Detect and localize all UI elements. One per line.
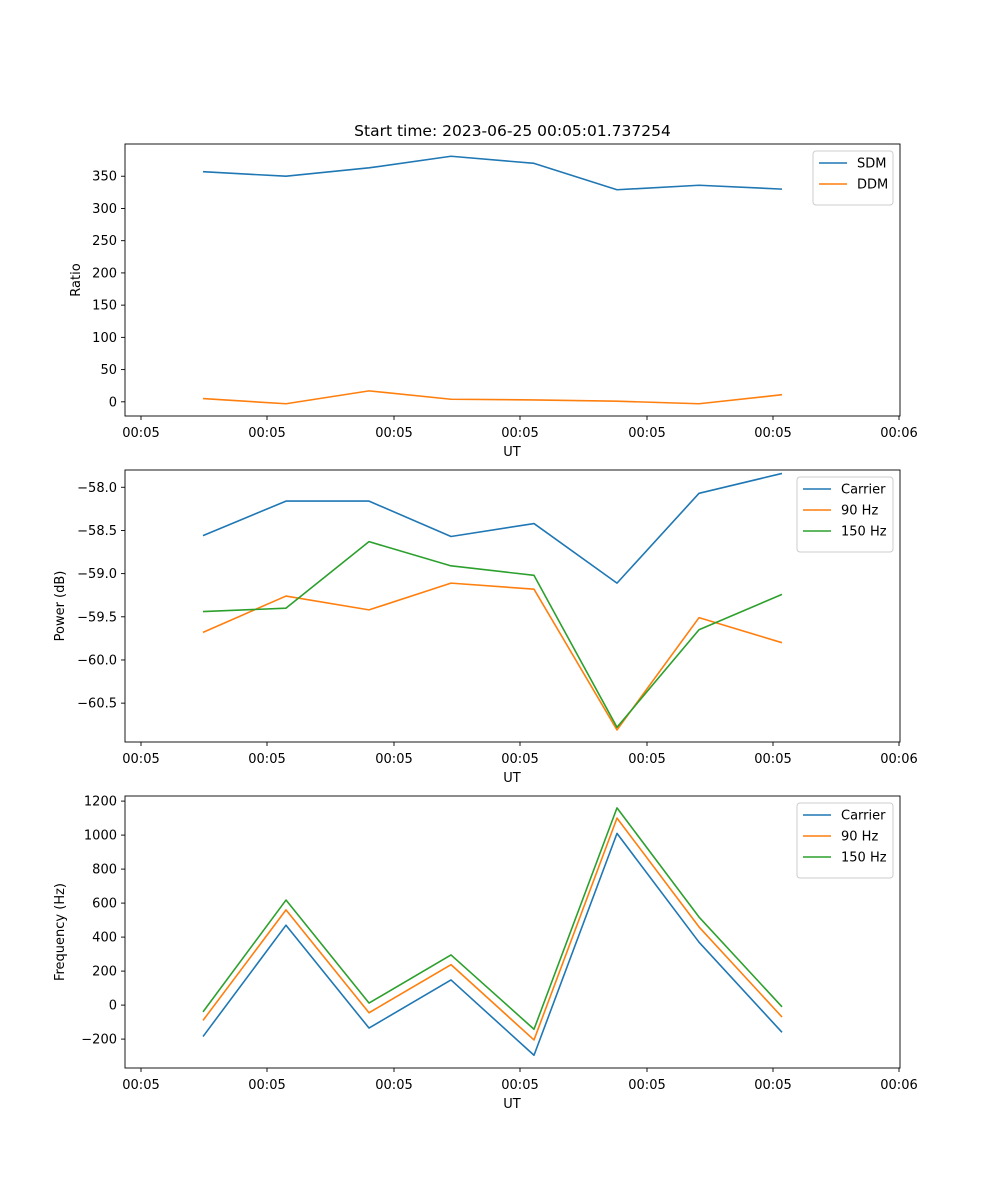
legend-box: [796, 476, 894, 553]
y-tick-label: −59.0: [77, 567, 117, 582]
x-tick-label: 00:05: [628, 426, 665, 441]
series-line-carrier: [202, 472, 783, 584]
plot-frame: [124, 143, 901, 417]
legend-label: SDM: [857, 157, 886, 172]
y-tick-label: 1000: [84, 829, 117, 844]
y-tick-label: −58.5: [77, 524, 117, 539]
x-tick-label: 00:05: [248, 1078, 285, 1093]
plot-frame: [124, 795, 901, 1069]
y-tick-label: −59.5: [77, 610, 117, 625]
series-line-90-hz: [202, 817, 783, 1041]
y-tick-label: −200: [81, 1033, 117, 1048]
x-tick-label: 00:05: [501, 426, 538, 441]
y-tick-label: 0: [109, 395, 117, 410]
y-tick-label: 200: [92, 965, 117, 980]
series-line-sdm: [202, 155, 783, 191]
legend-label: Carrier: [841, 809, 886, 824]
legend-label: DDM: [857, 178, 888, 193]
x-tick-label: 00:05: [754, 1078, 791, 1093]
y-tick-label: 200: [92, 266, 117, 281]
legend-label: 150 Hz: [841, 851, 887, 866]
legend-label: 150 Hz: [841, 525, 887, 540]
x-tick-label: 00:05: [628, 752, 665, 767]
x-tick-label: 00:06: [880, 752, 917, 767]
x-tick-label: 00:05: [122, 426, 159, 441]
chart-panel-1: Start time: 2023-06-25 00:05:01.737254 0 5…: [69, 122, 918, 460]
x-tick-label: 00:05: [122, 1078, 159, 1093]
chart-panel-2: −60.5 −60.0 −59.5 −59.0 −58.5 −58.0 00:05 00:05…: [53, 469, 918, 786]
y-axis-label: Ratio: [69, 263, 84, 296]
series-line-150-hz: [202, 540, 783, 729]
x-tick-label: 00:05: [754, 426, 791, 441]
y-axis-label: Power (dB): [53, 571, 68, 642]
legend-box: [812, 150, 894, 206]
x-tick-label: 00:05: [375, 1078, 412, 1093]
y-tick-label: 600: [92, 897, 117, 912]
x-tick-label: 00:06: [880, 1078, 917, 1093]
y-tick-label: 800: [92, 863, 117, 878]
y-tick-label: 150: [92, 299, 117, 314]
legend-box: [796, 802, 894, 879]
y-tick-label: 400: [92, 931, 117, 946]
y-tick-label: 100: [92, 331, 117, 346]
legend: Carrier 90 Hz 150 Hz: [796, 476, 894, 553]
legend-label: Carrier: [841, 483, 886, 498]
x-tick-label: 00:05: [375, 752, 412, 767]
y-tick-label: 250: [92, 234, 117, 249]
legend: SDM DDM: [812, 150, 894, 206]
x-tick-label: 00:05: [122, 752, 159, 767]
x-axis-label: UT: [503, 771, 521, 786]
y-tick-label: −58.0: [77, 481, 117, 496]
series-line-150-hz: [202, 807, 783, 1031]
legend-label: 90 Hz: [841, 830, 878, 845]
plot-frame: [124, 469, 901, 743]
y-tick-label: −60.5: [77, 697, 117, 712]
y-tick-label: −60.0: [77, 653, 117, 668]
x-axis-label: UT: [503, 445, 521, 460]
y-axis-label: Frequency (Hz): [53, 883, 68, 981]
x-tick-label: 00:05: [501, 752, 538, 767]
chart-panel-3: −200 0 200 400 600 800 1000 1200 00:05 00:05 00:05…: [53, 795, 918, 1112]
x-tick-label: 00:06: [880, 426, 917, 441]
y-tick-label: 50: [100, 363, 117, 378]
legend-label: 90 Hz: [841, 504, 878, 519]
x-tick-label: 00:05: [501, 1078, 538, 1093]
y-tick-label: 350: [92, 170, 117, 185]
x-tick-label: 00:05: [248, 752, 285, 767]
x-tick-label: 00:05: [248, 426, 285, 441]
legend: Carrier 90 Hz 150 Hz: [796, 802, 894, 879]
series-line-90-hz: [202, 582, 783, 731]
chart-title: Start time: 2023-06-25 00:05:01.737254: [354, 122, 671, 140]
x-axis-label: UT: [503, 1097, 521, 1112]
y-tick-label: 0: [109, 999, 117, 1014]
y-tick-label: 1200: [84, 795, 117, 810]
y-tick-label: 300: [92, 202, 117, 217]
series-line-carrier: [202, 832, 783, 1057]
x-tick-label: 00:05: [628, 1078, 665, 1093]
x-tick-label: 00:05: [754, 752, 791, 767]
x-tick-label: 00:05: [375, 426, 412, 441]
series-line-ddm: [202, 390, 783, 405]
